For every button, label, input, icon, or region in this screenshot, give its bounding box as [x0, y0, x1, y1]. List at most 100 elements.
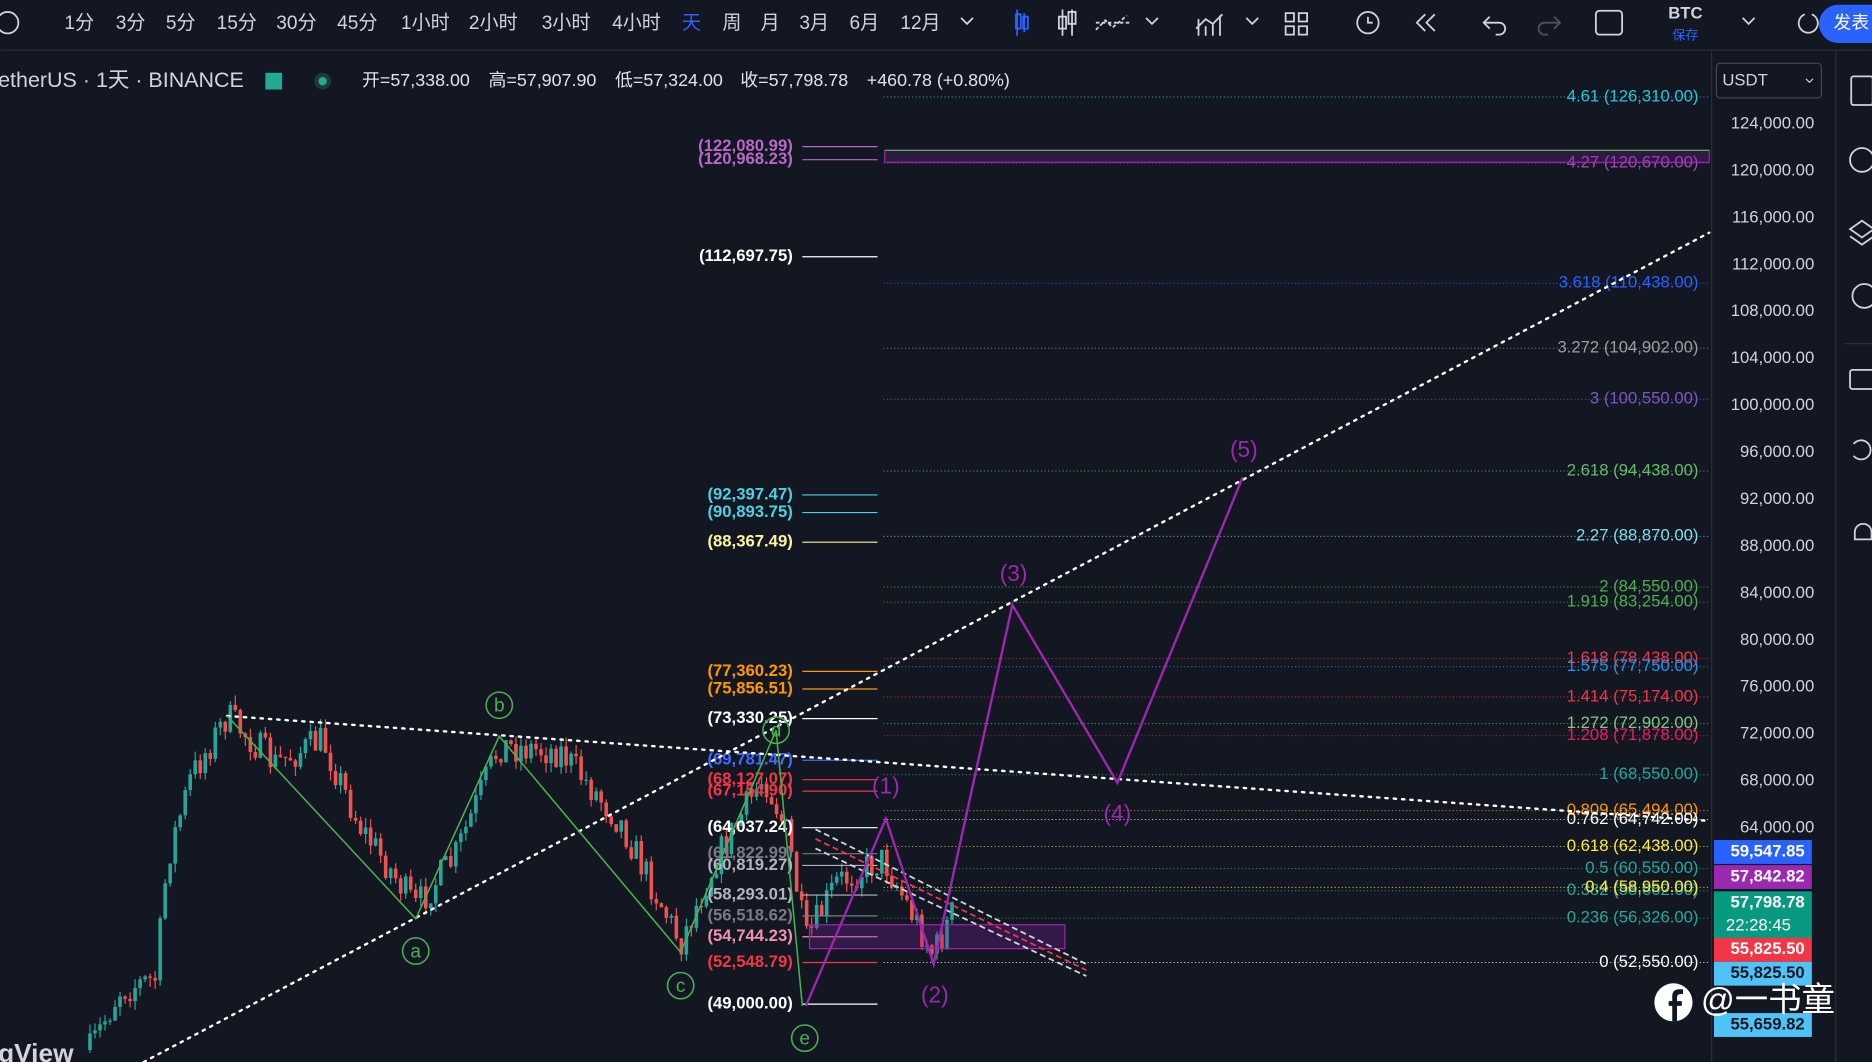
candle-body: [644, 861, 649, 875]
channel-top: [815, 828, 1087, 965]
logo-text: gView: [0, 1038, 74, 1062]
candle-body: [303, 739, 308, 754]
candle-body: [499, 759, 503, 763]
fib-level-label: 1.272 (72,902.00): [1567, 713, 1699, 732]
wave-label: (2): [921, 981, 949, 1007]
candle-body: [198, 760, 203, 774]
countdown-label: 22:28:45: [1726, 915, 1791, 934]
candle-body: [839, 871, 844, 877]
chat-button[interactable]: [1849, 369, 1872, 390]
interval-button[interactable]: 3月: [799, 13, 829, 34]
watchlist-button[interactable]: [1850, 75, 1872, 106]
indicators-button[interactable]: [1195, 13, 1224, 36]
interval-button[interactable]: 1分: [64, 12, 94, 34]
currency-select[interactable]: [1715, 62, 1822, 99]
add-symbol-button[interactable]: [0, 11, 20, 35]
interval-button[interactable]: 15分: [217, 12, 257, 34]
interval-button[interactable]: 6月: [850, 13, 880, 34]
fullscreen-button[interactable]: [1594, 9, 1624, 36]
price-axis-label: 124,000.00: [1731, 114, 1815, 133]
candle-body: [890, 875, 894, 888]
fib-ext-label: (90,893.75): [707, 502, 792, 521]
layout-button[interactable]: [1284, 12, 1308, 36]
candles-button[interactable]: [1015, 9, 1029, 36]
fib-level-label: 3.618 (110,438.00): [1559, 273, 1699, 292]
fib-ext-label: (52,548.79): [707, 952, 792, 971]
impulse-wave: [804, 476, 1244, 1007]
wave-label: c: [676, 976, 686, 997]
candle-body: [183, 790, 187, 816]
alert-button[interactable]: [1356, 11, 1380, 35]
fib-level-label: 4.61 (126,310.00): [1567, 86, 1699, 105]
price-tag-label: 57,798.78: [1730, 893, 1804, 912]
dropdown[interactable]: [1245, 17, 1259, 26]
fib-ext-label: (60,819.27): [707, 855, 792, 874]
right-sidebar: [1835, 51, 1872, 1062]
price-axis-label: 96,000.00: [1740, 442, 1814, 461]
candle-body: [659, 903, 664, 908]
interval-dropdown[interactable]: [960, 17, 974, 26]
interval-button[interactable]: 2小时: [469, 12, 518, 34]
currency-label[interactable]: USDT: [1722, 71, 1767, 90]
redo-button[interactable]: [1537, 16, 1562, 36]
alerts-button[interactable]: [1849, 147, 1872, 173]
price-tag: [1714, 961, 1812, 986]
wave-label: (4): [1104, 800, 1132, 826]
streams-button[interactable]: [1852, 439, 1872, 461]
candle-body: [834, 876, 839, 883]
publish-label[interactable]: 发表: [1833, 13, 1869, 33]
interval-button[interactable]: 12月: [900, 13, 940, 34]
candle-body: [674, 915, 679, 939]
candle-body: [293, 760, 298, 767]
price-axis-label: 80,000.00: [1740, 630, 1814, 649]
candle-body: [208, 753, 213, 759]
interval-button[interactable]: 3小时: [542, 12, 591, 34]
candle-body: [173, 827, 177, 864]
candle-body: [844, 871, 849, 884]
fib-level-label: 2 (84,550.00): [1599, 576, 1698, 595]
interval-button[interactable]: 周: [722, 13, 741, 34]
publish-button[interactable]: [1819, 4, 1872, 43]
symbol-title[interactable]: etherUS · 1天 · BINANCE: [0, 68, 244, 92]
layout-name[interactable]: BTC: [1668, 4, 1702, 23]
wave-circle: [762, 716, 791, 745]
interval-button[interactable]: 天: [682, 13, 701, 34]
indicator-button[interactable]: [1058, 9, 1077, 36]
interval-button[interactable]: 5分: [166, 12, 196, 34]
candle-body: [739, 814, 744, 827]
wave-label: a: [410, 941, 421, 962]
candle-body: [619, 820, 624, 832]
interval-button[interactable]: 45分: [337, 12, 377, 34]
candle-body: [178, 815, 182, 828]
replay-button[interactable]: [1415, 13, 1436, 32]
undo-button[interactable]: [1482, 16, 1507, 36]
currency-caret: [1805, 78, 1814, 84]
hotlist-button[interactable]: [1851, 283, 1872, 309]
compare-button[interactable]: [1095, 14, 1132, 31]
candle-body: [714, 874, 719, 879]
settings-button[interactable]: [1797, 13, 1819, 34]
candle-body: [819, 904, 824, 916]
candle-body: [609, 816, 613, 825]
layout-dropdown[interactable]: [1742, 17, 1756, 26]
interval-button[interactable]: 4小时: [612, 12, 661, 34]
fib-level-label: 2.27 (88,870.00): [1576, 526, 1698, 545]
candle-body: [393, 868, 398, 879]
fib-level-label: 0 (52,550.00): [1599, 952, 1698, 971]
interval-button[interactable]: 30分: [276, 12, 316, 34]
fib-level-label: 1.618 (78,438.00): [1567, 648, 1699, 667]
fib-ext-label: (58,293.01): [707, 884, 792, 903]
fib-ext-label: (75,856.51): [707, 678, 792, 697]
price-tag: [1714, 937, 1812, 962]
interval-button[interactable]: 3分: [116, 12, 146, 34]
wave-label: (1): [872, 773, 900, 799]
save-label[interactable]: 保存: [1672, 27, 1698, 42]
interval-button[interactable]: 月: [761, 13, 780, 34]
candle-body: [98, 1024, 102, 1031]
dropdown[interactable]: [1145, 17, 1159, 26]
data-window-button[interactable]: [1848, 219, 1872, 246]
candle-body: [930, 945, 934, 954]
interval-button[interactable]: 1小时: [401, 12, 450, 34]
candle-body: [258, 732, 263, 758]
